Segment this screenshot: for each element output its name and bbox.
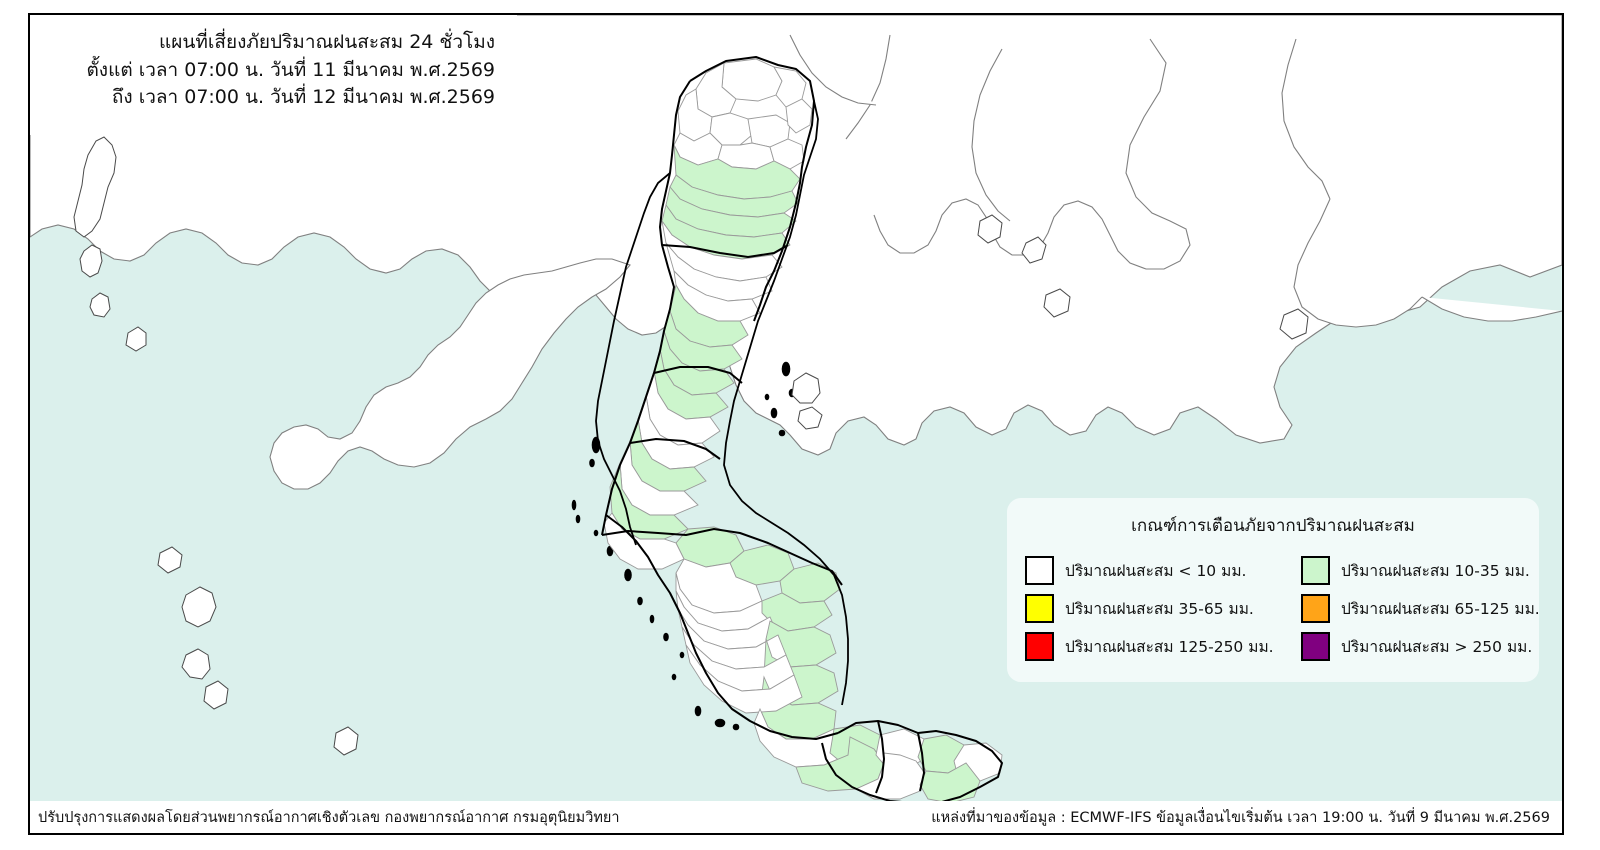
legend-label-35-65: ปริมาณฝนสะสม 35-65 มม. [1065,599,1254,618]
legend-label-gt250: ปริมาณฝนสะสม > 250 มม. [1341,637,1533,656]
legend-swatch-65-125 [1301,593,1330,623]
legend-item-gt250[interactable]: ปริมาณฝนสะสม > 250 มม. [1301,631,1557,661]
deep-south-districts [753,707,1003,801]
coastal-islands [977,214,1309,340]
legend-swatch-125-250 [1025,631,1054,661]
legend-label-lt10: ปริมาณฝนสะสม < 10 มม. [1065,561,1247,580]
legend-item-125-250[interactable]: ปริมาณฝนสะสม 125-250 มม. [1025,631,1301,661]
legend-swatch-10-35 [1301,555,1330,585]
legend-label-125-250: ปริมาณฝนสะสม 125-250 มม. [1065,637,1274,656]
legend-swatch-35-65 [1025,593,1054,623]
province-boundaries [601,56,1003,801]
lower-peninsula-districts [603,512,841,740]
legend-panel: เกณฑ์การเตือนภัยจากปริมาณฝนสะสม ปริมาณฝน… [1007,498,1540,682]
legend-grid: ปริมาณฝนสะสม < 10 มม. ปริมาณฝนสะสม 10-35… [1007,551,1540,665]
legend-item-lt10[interactable]: ปริมาณฝนสะสม < 10 มม. [1025,555,1301,585]
map-frame: .land { fill:#ffffff; stroke:#808080; st… [28,13,1564,835]
andaman-islands [73,100,359,756]
legend-label-10-35: ปริมาณฝนสะสม 10-35 มม. [1341,561,1530,580]
mid-peninsula-districts [609,283,749,540]
footer-left-text: ปรับปรุงการแสดงผลโดยส่วนพยากรณ์อากาศเชิง… [38,809,620,826]
map-title-box: แผนที่เสี่ยงภัยปริมาณฝนสะสม 24 ชั่วโมง ต… [30,15,517,135]
map-title-line-1: แผนที่เสี่ยงภัยปริมาณฝนสะสม 24 ชั่วโมง [158,31,495,53]
neighbor-borders [789,34,1562,328]
legend-title: เกณฑ์การเตือนภัยจากปริมาณฝนสะสม [1131,516,1415,536]
gulf-islets [749,151,823,437]
legend-swatch-gt250 [1301,631,1330,661]
map-canvas[interactable]: .land { fill:#ffffff; stroke:#808080; st… [30,15,1562,801]
footer-right-text: แหล่งที่มาของข้อมูล : ECMWF-IFS ข้อมูลเง… [931,809,1550,826]
legend-swatch-lt10 [1025,555,1054,585]
legend-item-10-35[interactable]: ปริมาณฝนสะสม 10-35 มม. [1301,555,1557,585]
legend-item-65-125[interactable]: ปริมาณฝนสะสม 65-125 มม. [1301,593,1557,623]
footer-bar: ปรับปรุงการแสดงผลโดยส่วนพยากรณ์อากาศเชิง… [30,801,1562,833]
legend-label-65-125: ปริมาณฝนสะสม 65-125 มม. [1341,599,1540,618]
map-title-line-3: ถึง เวลา 07:00 น. วันที่ 12 มีนาคม พ.ศ.2… [111,86,495,109]
upper-peninsula-districts [661,58,813,322]
west-coast-detail [595,172,671,546]
map-title-line-2: ตั้งแต่ เวลา 07:00 น. วันที่ 11 มีนาคม พ… [86,58,495,81]
legend-item-35-65[interactable]: ปริมาณฝนสะสม 35-65 มม. [1025,593,1301,623]
andaman-islets [571,436,740,731]
myanmar-coast [269,258,631,490]
